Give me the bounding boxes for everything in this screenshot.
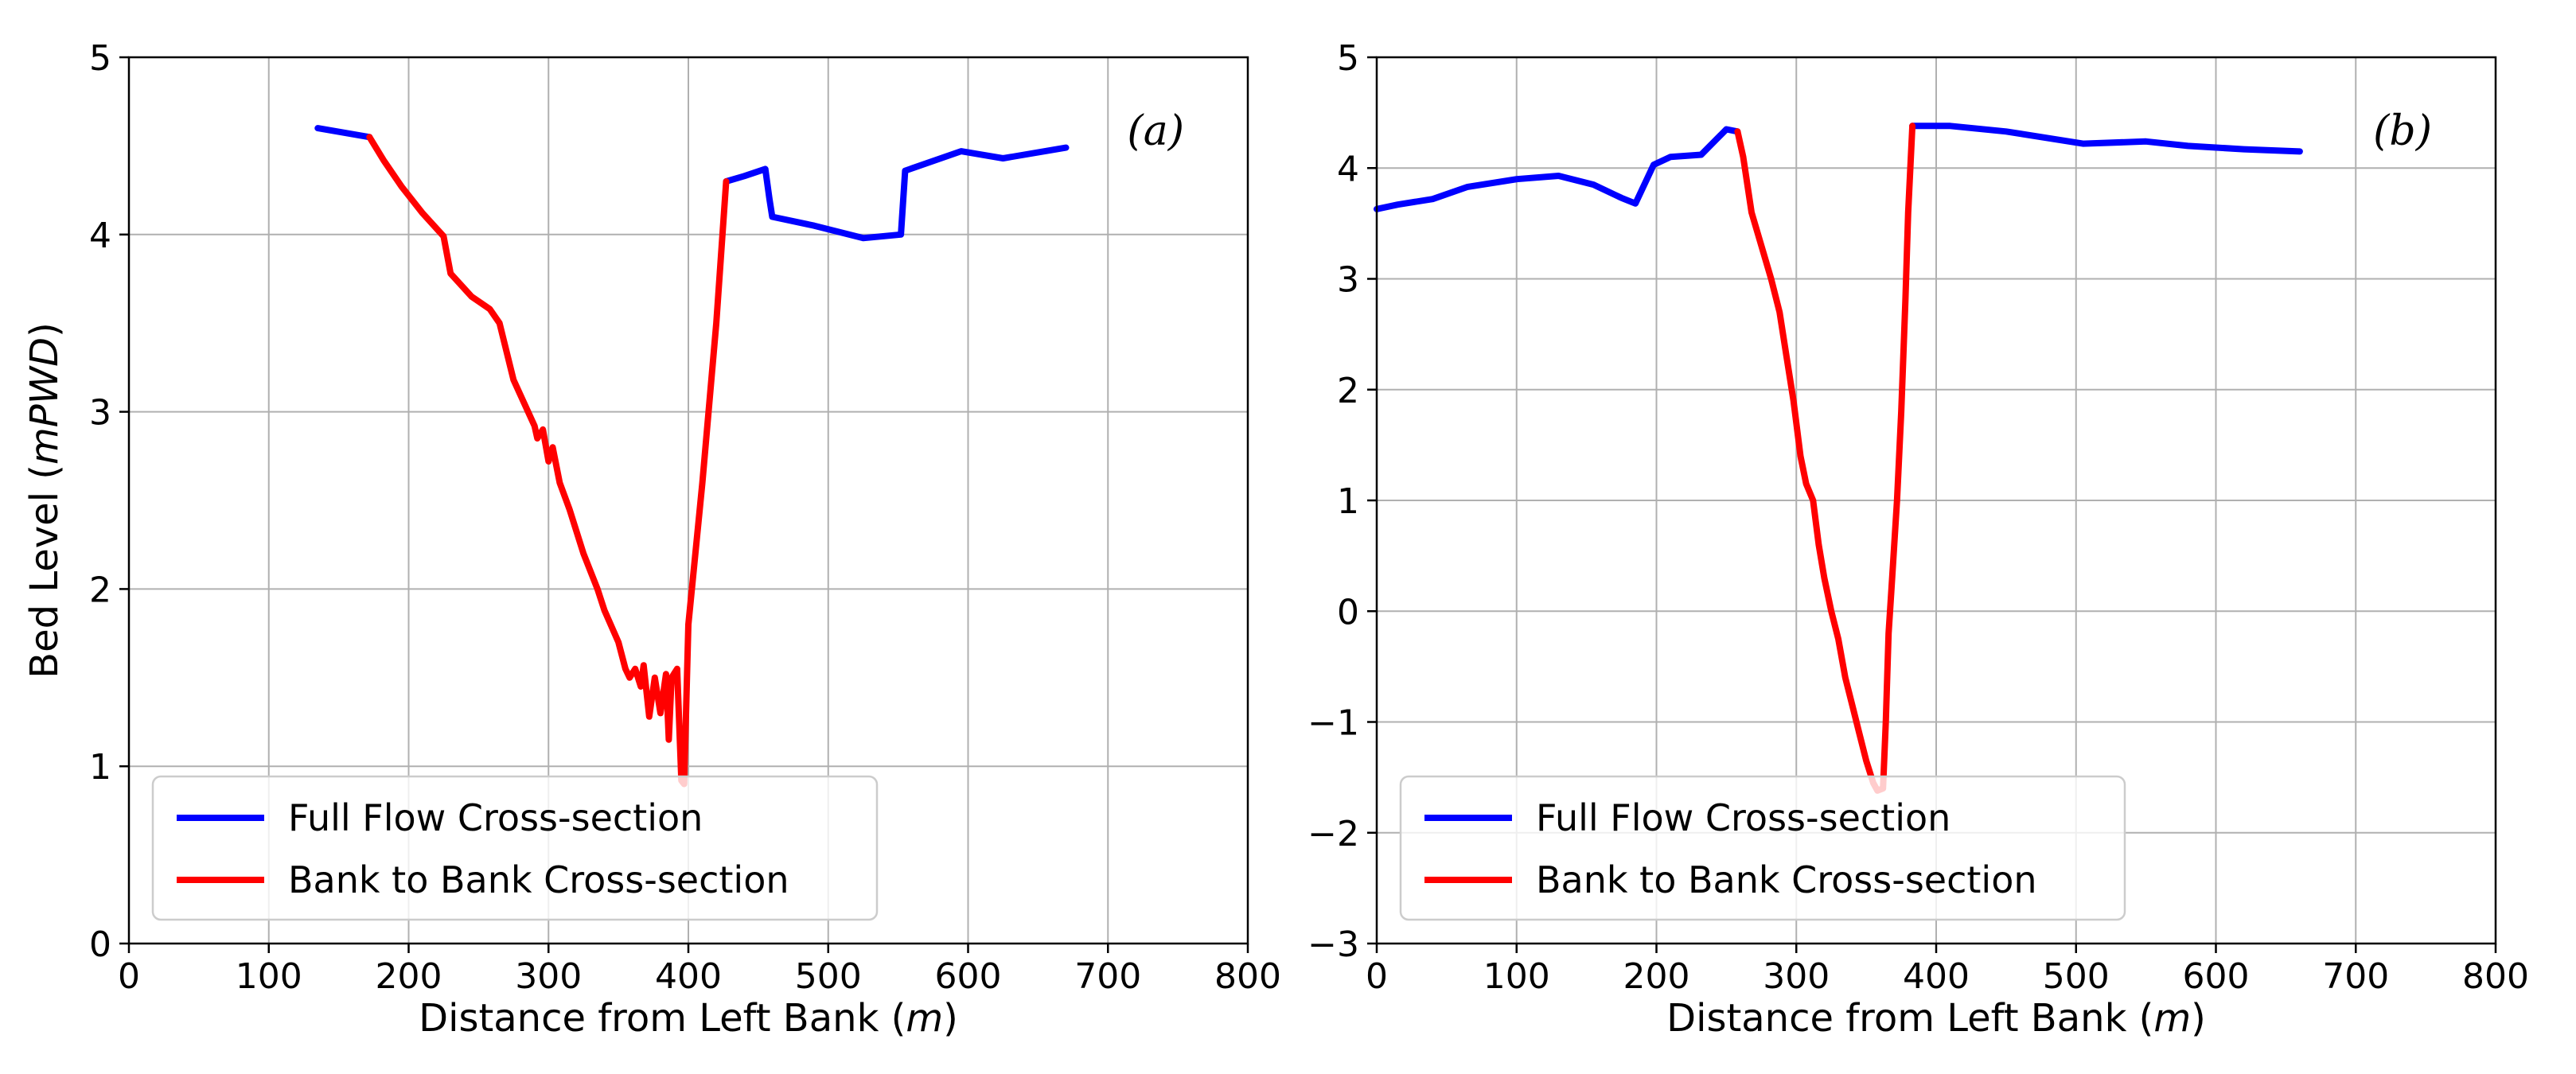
y-tick-label: 4 — [89, 216, 111, 256]
x-tick-label: 300 — [515, 956, 582, 997]
x-tick-label: 700 — [1074, 956, 1141, 997]
x-tick-label: 800 — [1214, 956, 1281, 997]
x-axis-unit: m — [2153, 996, 2191, 1041]
y-tick-label: 3 — [89, 393, 111, 434]
x-tick-label: 400 — [655, 956, 722, 997]
series-line-bank-to-bank — [1734, 123, 1916, 794]
legend-box — [151, 775, 879, 921]
panel-label: (b) — [2373, 107, 2432, 155]
legend-entry-label: Full Flow Cross-section — [1536, 796, 1951, 839]
x-tick-label: 400 — [1903, 956, 1970, 997]
legend: Full Flow Cross-section Bank to Bank Cros… — [151, 775, 879, 921]
x-tick-label: 800 — [2462, 956, 2529, 997]
x-axis-label-paren: ( — [879, 996, 906, 1041]
y-tick-label: 4 — [1337, 149, 1359, 189]
y-axis-unit: mPWD — [22, 337, 67, 465]
x-axis-label-text: Distance from Left Bank — [1666, 996, 2126, 1041]
x-axis-label: Distance from Left Bank (m) — [1666, 996, 2206, 1041]
x-tick-label: 700 — [2322, 956, 2389, 997]
series-line-bank-to-bank — [366, 134, 730, 788]
y-tick-label: 5 — [1337, 38, 1359, 79]
y-tick-label: −3 — [1307, 924, 1359, 965]
y-tick-label: 3 — [1337, 260, 1359, 301]
x-tick-label: 100 — [236, 956, 302, 997]
y-tick-label: 2 — [1337, 371, 1359, 411]
y-tick-label: 2 — [89, 570, 111, 610]
chart-panel-b: 0 100 200 300 400 500 600 700 800 −3 −2 −1 0 1 2 3 4 5 Dis… — [1307, 38, 2529, 1041]
x-tick-label: 600 — [935, 956, 1002, 997]
x-axis-label-paren: ) — [943, 996, 958, 1041]
y-axis-label-paren: ( — [22, 465, 67, 492]
y-tick-label: 1 — [89, 747, 111, 788]
x-tick-label: 0 — [1366, 956, 1388, 997]
y-tick-label: −1 — [1307, 703, 1359, 744]
x-tick-label: 500 — [2043, 956, 2110, 997]
legend-box — [1399, 775, 2126, 921]
y-tick-label: 0 — [1337, 592, 1359, 632]
x-axis-unit: m — [906, 996, 943, 1041]
legend: Full Flow Cross-section Bank to Bank Cros… — [1399, 775, 2126, 921]
x-axis-label-paren: ( — [2126, 996, 2153, 1041]
x-axis-label-paren: ) — [2191, 996, 2206, 1041]
x-axis-label-text: Distance from Left Bank — [419, 996, 879, 1041]
x-tick-label: 300 — [1763, 956, 1830, 997]
y-axis-label-paren: ) — [22, 322, 67, 337]
x-axis-label: Distance from Left Bank (m) — [419, 996, 958, 1041]
legend-entry-label: Bank to Bank Cross-section — [288, 858, 789, 901]
y-tick-label: 0 — [89, 924, 111, 965]
x-tick-label: 200 — [376, 956, 442, 997]
chart-panel-a: 0 100 200 300 400 500 600 700 800 0 1 2 3 4 5 Distance … — [22, 38, 1281, 1041]
x-tick-label: 600 — [2183, 956, 2250, 997]
y-tick-label: −2 — [1307, 814, 1359, 854]
series-line-full-flow — [1374, 123, 2303, 212]
y-axis-label: Bed Level (mPWD) — [22, 322, 67, 679]
legend-entry-label: Bank to Bank Cross-section — [1536, 858, 2037, 901]
y-tick-label: 5 — [89, 38, 111, 79]
panel-label: (a) — [1127, 107, 1184, 155]
y-axis-label-text: Bed Level — [22, 492, 67, 679]
x-tick-label: 0 — [118, 956, 140, 997]
x-tick-label: 200 — [1623, 956, 1690, 997]
y-tick-label: 1 — [1337, 481, 1359, 522]
x-tick-label: 500 — [795, 956, 862, 997]
series-line-full-flow — [314, 125, 1070, 242]
legend-entry-label: Full Flow Cross-section — [288, 796, 703, 839]
x-tick-label: 100 — [1483, 956, 1550, 997]
